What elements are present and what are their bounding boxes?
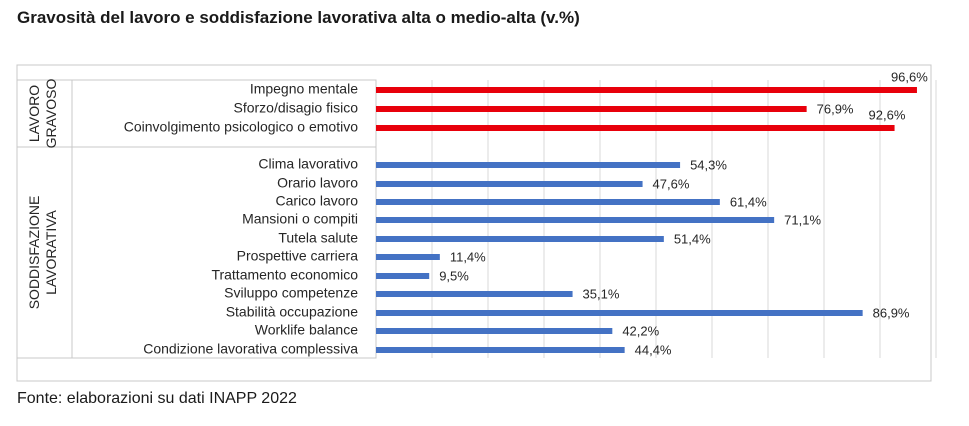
bar [376, 254, 440, 260]
bar [376, 181, 643, 187]
chart-title: Gravosità del lavoro e soddisfazione lav… [17, 8, 580, 27]
bar [376, 106, 807, 112]
value-label: 9,5% [439, 268, 469, 283]
category-label: Mansioni o compiti [242, 211, 358, 227]
value-label: 76,9% [817, 101, 854, 116]
value-label: 44,4% [635, 342, 672, 357]
category-label: Trattamento economico [211, 267, 358, 283]
bar [376, 291, 573, 297]
bar [376, 273, 430, 279]
value-labels: 96,6% 76,9% 92,6% 54,3%47,6% 61,4% 71,1% 51,4%… [439, 69, 928, 357]
category-label: Coinvolgimento psicologico o emotivo [124, 119, 358, 135]
value-label: 86,9% [873, 305, 910, 320]
value-label: 42,2% [622, 323, 659, 338]
category-label: Sforzo/disagio fisico [233, 100, 358, 116]
group-labels: LAVORO GRAVOSO SODDISFAZIONE LAVORATIVA [26, 79, 59, 310]
bar [376, 328, 613, 334]
value-label: 54,3% [690, 157, 727, 172]
category-label: Carico lavoro [276, 193, 359, 209]
category-label: Clima lavorativo [258, 156, 358, 172]
category-labels: Impegno mentale Sforzo/disagio fisico Coin… [124, 81, 358, 357]
value-label: 71,1% [784, 212, 821, 227]
category-label: Stabilità occupazione [226, 304, 359, 320]
group-label: LAVORO [26, 85, 42, 142]
group-label: LAVORATIVA [43, 209, 59, 294]
value-label: 47,6% [653, 176, 690, 191]
group-label: GRAVOSO [43, 79, 59, 149]
category-label: Sviluppo competenze [224, 285, 358, 301]
category-label: Impegno mentale [250, 81, 358, 97]
category-label: Orario lavoro [277, 175, 358, 191]
value-label: 96,6% [891, 69, 928, 84]
bar [376, 347, 625, 353]
bar [376, 199, 720, 205]
bar [376, 236, 664, 242]
value-label: 35,1% [583, 286, 620, 301]
source-note: Fonte: elaborazioni su dati INAPP 2022 [17, 390, 297, 407]
value-label: 11,4% [450, 249, 486, 264]
bar [376, 162, 681, 168]
bar [376, 87, 917, 93]
group-label: SODDISFAZIONE [26, 196, 42, 310]
bar [376, 310, 863, 316]
category-label: Prospettive carriera [237, 248, 359, 264]
bar [376, 125, 895, 131]
value-label: 92,6% [869, 107, 906, 122]
category-label: Condizione lavorativa complessiva [143, 341, 358, 357]
value-label: 51,4% [674, 231, 711, 246]
bar [376, 217, 775, 223]
category-label: Tutela salute [278, 230, 358, 246]
category-label: Worklife balance [255, 322, 358, 338]
value-label: 61,4% [730, 194, 767, 209]
bars [376, 87, 917, 353]
